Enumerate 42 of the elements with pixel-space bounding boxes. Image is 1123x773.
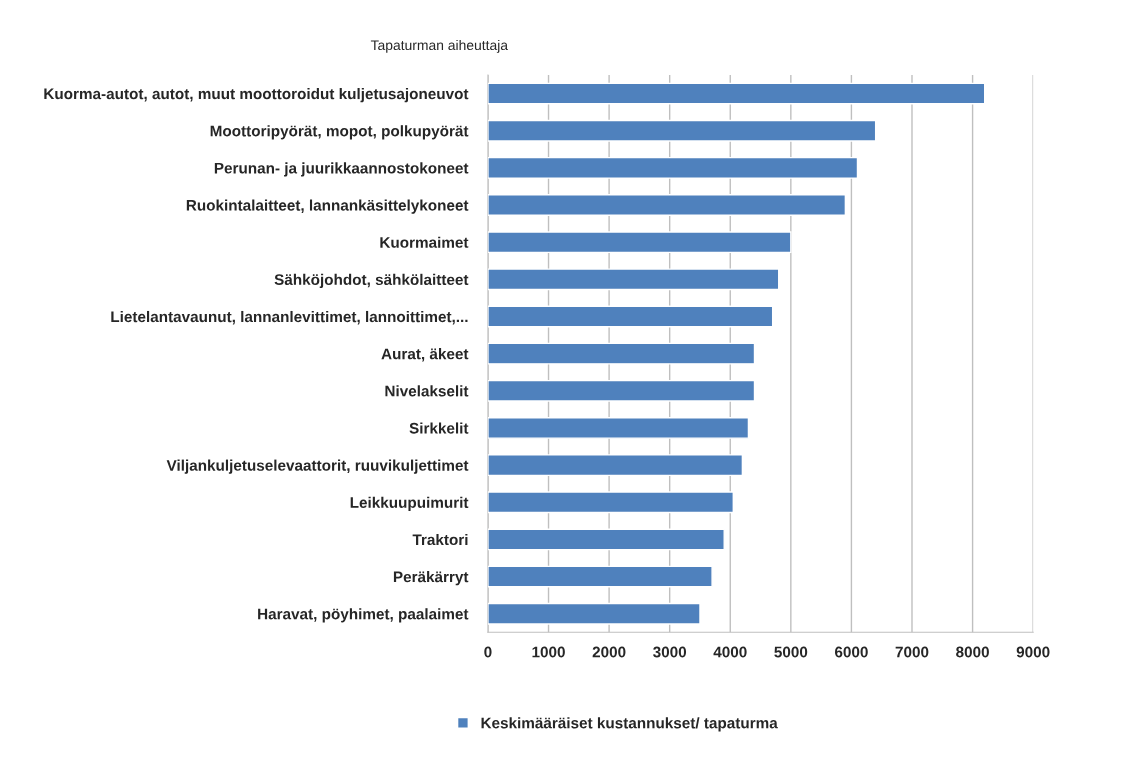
y-tick-label: Leikkuupuimurit [350, 496, 469, 511]
y-tick-label: Sirkkelit [409, 422, 469, 434]
y-tick-label: Aurat, äkeet [381, 348, 469, 362]
bar [487, 194, 847, 216]
legend-label: Keskimääräiset kustannukset/ tapaturma [481, 717, 778, 732]
bar [487, 602, 701, 625]
bar [487, 454, 744, 477]
y-tick-label: Kuorma-autot, autot, muut moottoroidut kuljetusajoneuvot [44, 88, 469, 103]
bar [487, 379, 756, 402]
y-tick-label: Traktori [412, 533, 468, 546]
x-tick-label: 5000 [774, 646, 808, 658]
bar [487, 119, 877, 142]
y-tick-label: Ruokintalaitteet, lannankäsittelykoneet [186, 199, 469, 214]
x-tick-label: 3000 [653, 646, 687, 658]
bar [487, 268, 780, 291]
y-tick-label: Moottoripyörät, mopot, polkupyörät [210, 125, 469, 140]
y-tick-label: Lietelantavaunut, lannanlevittimet, lannoittimet,... [111, 310, 468, 325]
x-tick-label: 8000 [956, 646, 989, 658]
bar [487, 528, 725, 551]
y-tick-label: Kuormaimet [380, 236, 469, 248]
y-tick-label: Peräkärryt [393, 571, 469, 586]
x-tick-label: 1000 [532, 646, 565, 658]
bar [487, 417, 750, 439]
bar [487, 305, 774, 328]
bar [487, 82, 986, 105]
y-axis-title: Tapaturman aiheuttaja [370, 39, 509, 53]
y-tick-label: Viljankuljetuselevaattorit, ruuvikuljettimet [166, 459, 469, 474]
bar [487, 565, 713, 588]
x-tick-label: 6000 [834, 646, 868, 658]
y-tick-label: Sähköjohdot, sähkölaitteet [274, 273, 469, 289]
bar [487, 156, 859, 179]
bar [487, 491, 734, 514]
y-tick-label: Nivelakselit [385, 385, 469, 397]
x-tick-label: 2000 [592, 646, 626, 658]
x-tick-label: 4000 [713, 646, 747, 658]
y-tick-label: Perunan- ja juurikkaannostokoneet [214, 162, 469, 177]
y-tick-label: Haravat, pöyhimet, paalaimet [258, 608, 469, 623]
x-tick-label: 0 [484, 646, 492, 658]
bar [487, 231, 792, 254]
x-tick-label: 7000 [895, 646, 929, 658]
x-tick-label: 9000 [1016, 646, 1050, 658]
bar [487, 342, 756, 365]
